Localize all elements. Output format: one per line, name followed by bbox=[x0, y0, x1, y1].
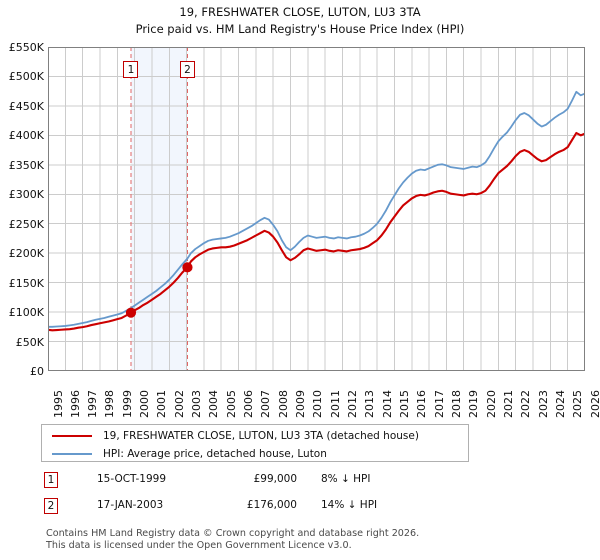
y-tick-label: £350K bbox=[8, 158, 44, 172]
transaction-row[interactable]: 2 17-JAN-2003 £176,000 14% ↓ HPI bbox=[44, 496, 474, 522]
x-tick-label: 2025 bbox=[571, 390, 585, 418]
x-tick-label: 2003 bbox=[190, 390, 204, 418]
x-tick-label: 2020 bbox=[484, 390, 498, 418]
y-tick-label: £250K bbox=[8, 217, 44, 231]
y-tick-label: £150K bbox=[8, 276, 44, 290]
legend-label: 19, FRESHWATER CLOSE, LUTON, LU3 3TA (de… bbox=[103, 429, 419, 442]
x-axis-labels: 1995 1996 1997 1998 1999 2000 2001 2002 2003 2004… bbox=[0, 374, 600, 420]
footer-line-1: Contains HM Land Registry data © Crown c… bbox=[46, 528, 420, 539]
x-tick-label: 2009 bbox=[294, 390, 308, 418]
x-tick-label: 1997 bbox=[86, 390, 100, 418]
x-tick-label: 2008 bbox=[276, 390, 290, 418]
transaction-points[interactable] bbox=[125, 262, 193, 318]
y-tick-label: £50K bbox=[15, 335, 44, 349]
x-tick-label: 2019 bbox=[467, 390, 481, 418]
transaction-date: 17-JAN-2003 bbox=[97, 499, 164, 511]
y-tick-label: £550K bbox=[8, 41, 44, 54]
x-tick-label: 2010 bbox=[311, 390, 325, 418]
plot-frame bbox=[48, 47, 585, 371]
legend-label: HPI: Average price, detached house, Luto… bbox=[103, 447, 327, 460]
transaction-date: 15-OCT-1999 bbox=[97, 473, 166, 485]
x-tick-label: 2014 bbox=[380, 390, 394, 418]
x-tick-label: 2015 bbox=[397, 390, 411, 418]
x-tick-label: 2023 bbox=[536, 390, 550, 418]
y-tick-label: £200K bbox=[8, 247, 44, 261]
x-tick-label: 2016 bbox=[415, 390, 429, 418]
x-tick-label: 2005 bbox=[224, 390, 238, 418]
price-history-chart bbox=[48, 47, 585, 371]
x-tick-label: 2022 bbox=[519, 390, 533, 418]
page-subtitle: Price paid vs. HM Land Registry's House … bbox=[135, 22, 465, 36]
x-tick-label: 2011 bbox=[328, 390, 342, 418]
grid-lines bbox=[48, 47, 585, 371]
y-tick-label: £300K bbox=[8, 188, 44, 202]
transaction-hpi-delta: 14% ↓ HPI bbox=[321, 499, 378, 511]
title-block: 19, FRESHWATER CLOSE, LUTON, LU3 3TA Pri… bbox=[0, 4, 600, 38]
y-tick-label: £0 bbox=[30, 365, 44, 378]
x-tick-label: 1996 bbox=[68, 390, 82, 418]
x-tick-label: 1995 bbox=[51, 390, 65, 418]
y-axis-labels: £0 £50K £100K £150K £200K £250K £300K £350K £400… bbox=[0, 42, 600, 377]
transactions-list: 1 15-OCT-1999 £99,000 8% ↓ HPI 2 17-JAN-2003 £… bbox=[44, 470, 474, 522]
plot-area bbox=[48, 47, 585, 371]
footer-line-2: This data is licensed under the Open Gov… bbox=[46, 539, 352, 551]
chart-legend: 19, FRESHWATER CLOSE, LUTON, LU3 3TA (de… bbox=[41, 424, 469, 462]
x-tick-label: 2001 bbox=[155, 390, 169, 418]
transaction-price: £99,000 bbox=[253, 473, 297, 485]
transaction-row[interactable]: 1 15-OCT-1999 £99,000 8% ↓ HPI bbox=[44, 470, 474, 496]
x-tick-label: 2002 bbox=[172, 390, 186, 418]
y-tick-label: £500K bbox=[8, 70, 44, 84]
series-lines bbox=[48, 90, 585, 332]
x-tick-label: 2013 bbox=[363, 390, 377, 418]
x-tick-label: 2026 bbox=[588, 390, 600, 418]
footer-attribution: Contains HM Land Registry data © Crown c… bbox=[46, 528, 586, 551]
y-tick-label: £450K bbox=[8, 99, 44, 113]
transaction-price: £176,000 bbox=[246, 499, 297, 511]
y-tick-label: £400K bbox=[8, 129, 44, 143]
legend-swatch-icon bbox=[52, 434, 92, 437]
x-tick-label: 2024 bbox=[553, 390, 567, 418]
legend-entry: HPI: Average price, detached house, Luto… bbox=[42, 444, 327, 463]
transaction-badge[interactable]: 2 bbox=[44, 498, 58, 514]
y-tick-label: £100K bbox=[8, 306, 44, 320]
x-tick-label: 2017 bbox=[432, 390, 446, 418]
x-tick-label: 2018 bbox=[449, 390, 463, 418]
x-tick-label: 1998 bbox=[103, 390, 117, 418]
page-title: 19, FRESHWATER CLOSE, LUTON, LU3 3TA bbox=[179, 5, 421, 19]
marker-badge-1[interactable]: 1 bbox=[123, 61, 139, 78]
x-tick-label: 2000 bbox=[138, 390, 152, 418]
x-tick-label: 2004 bbox=[207, 390, 221, 418]
transaction-hpi-delta: 8% ↓ HPI bbox=[321, 473, 371, 485]
x-tick-label: 2021 bbox=[501, 390, 515, 418]
legend-swatch-icon bbox=[52, 452, 92, 455]
x-tick-label: 2007 bbox=[259, 390, 273, 418]
marker-badge-2[interactable]: 2 bbox=[179, 61, 195, 78]
transaction-badge[interactable]: 1 bbox=[44, 472, 58, 488]
x-tick-label: 2006 bbox=[242, 390, 256, 418]
legend-entry: 19, FRESHWATER CLOSE, LUTON, LU3 3TA (de… bbox=[42, 426, 419, 445]
highlight-span bbox=[130, 47, 188, 371]
x-tick-label: 2012 bbox=[345, 390, 359, 418]
x-tick-label: 1999 bbox=[120, 390, 134, 418]
